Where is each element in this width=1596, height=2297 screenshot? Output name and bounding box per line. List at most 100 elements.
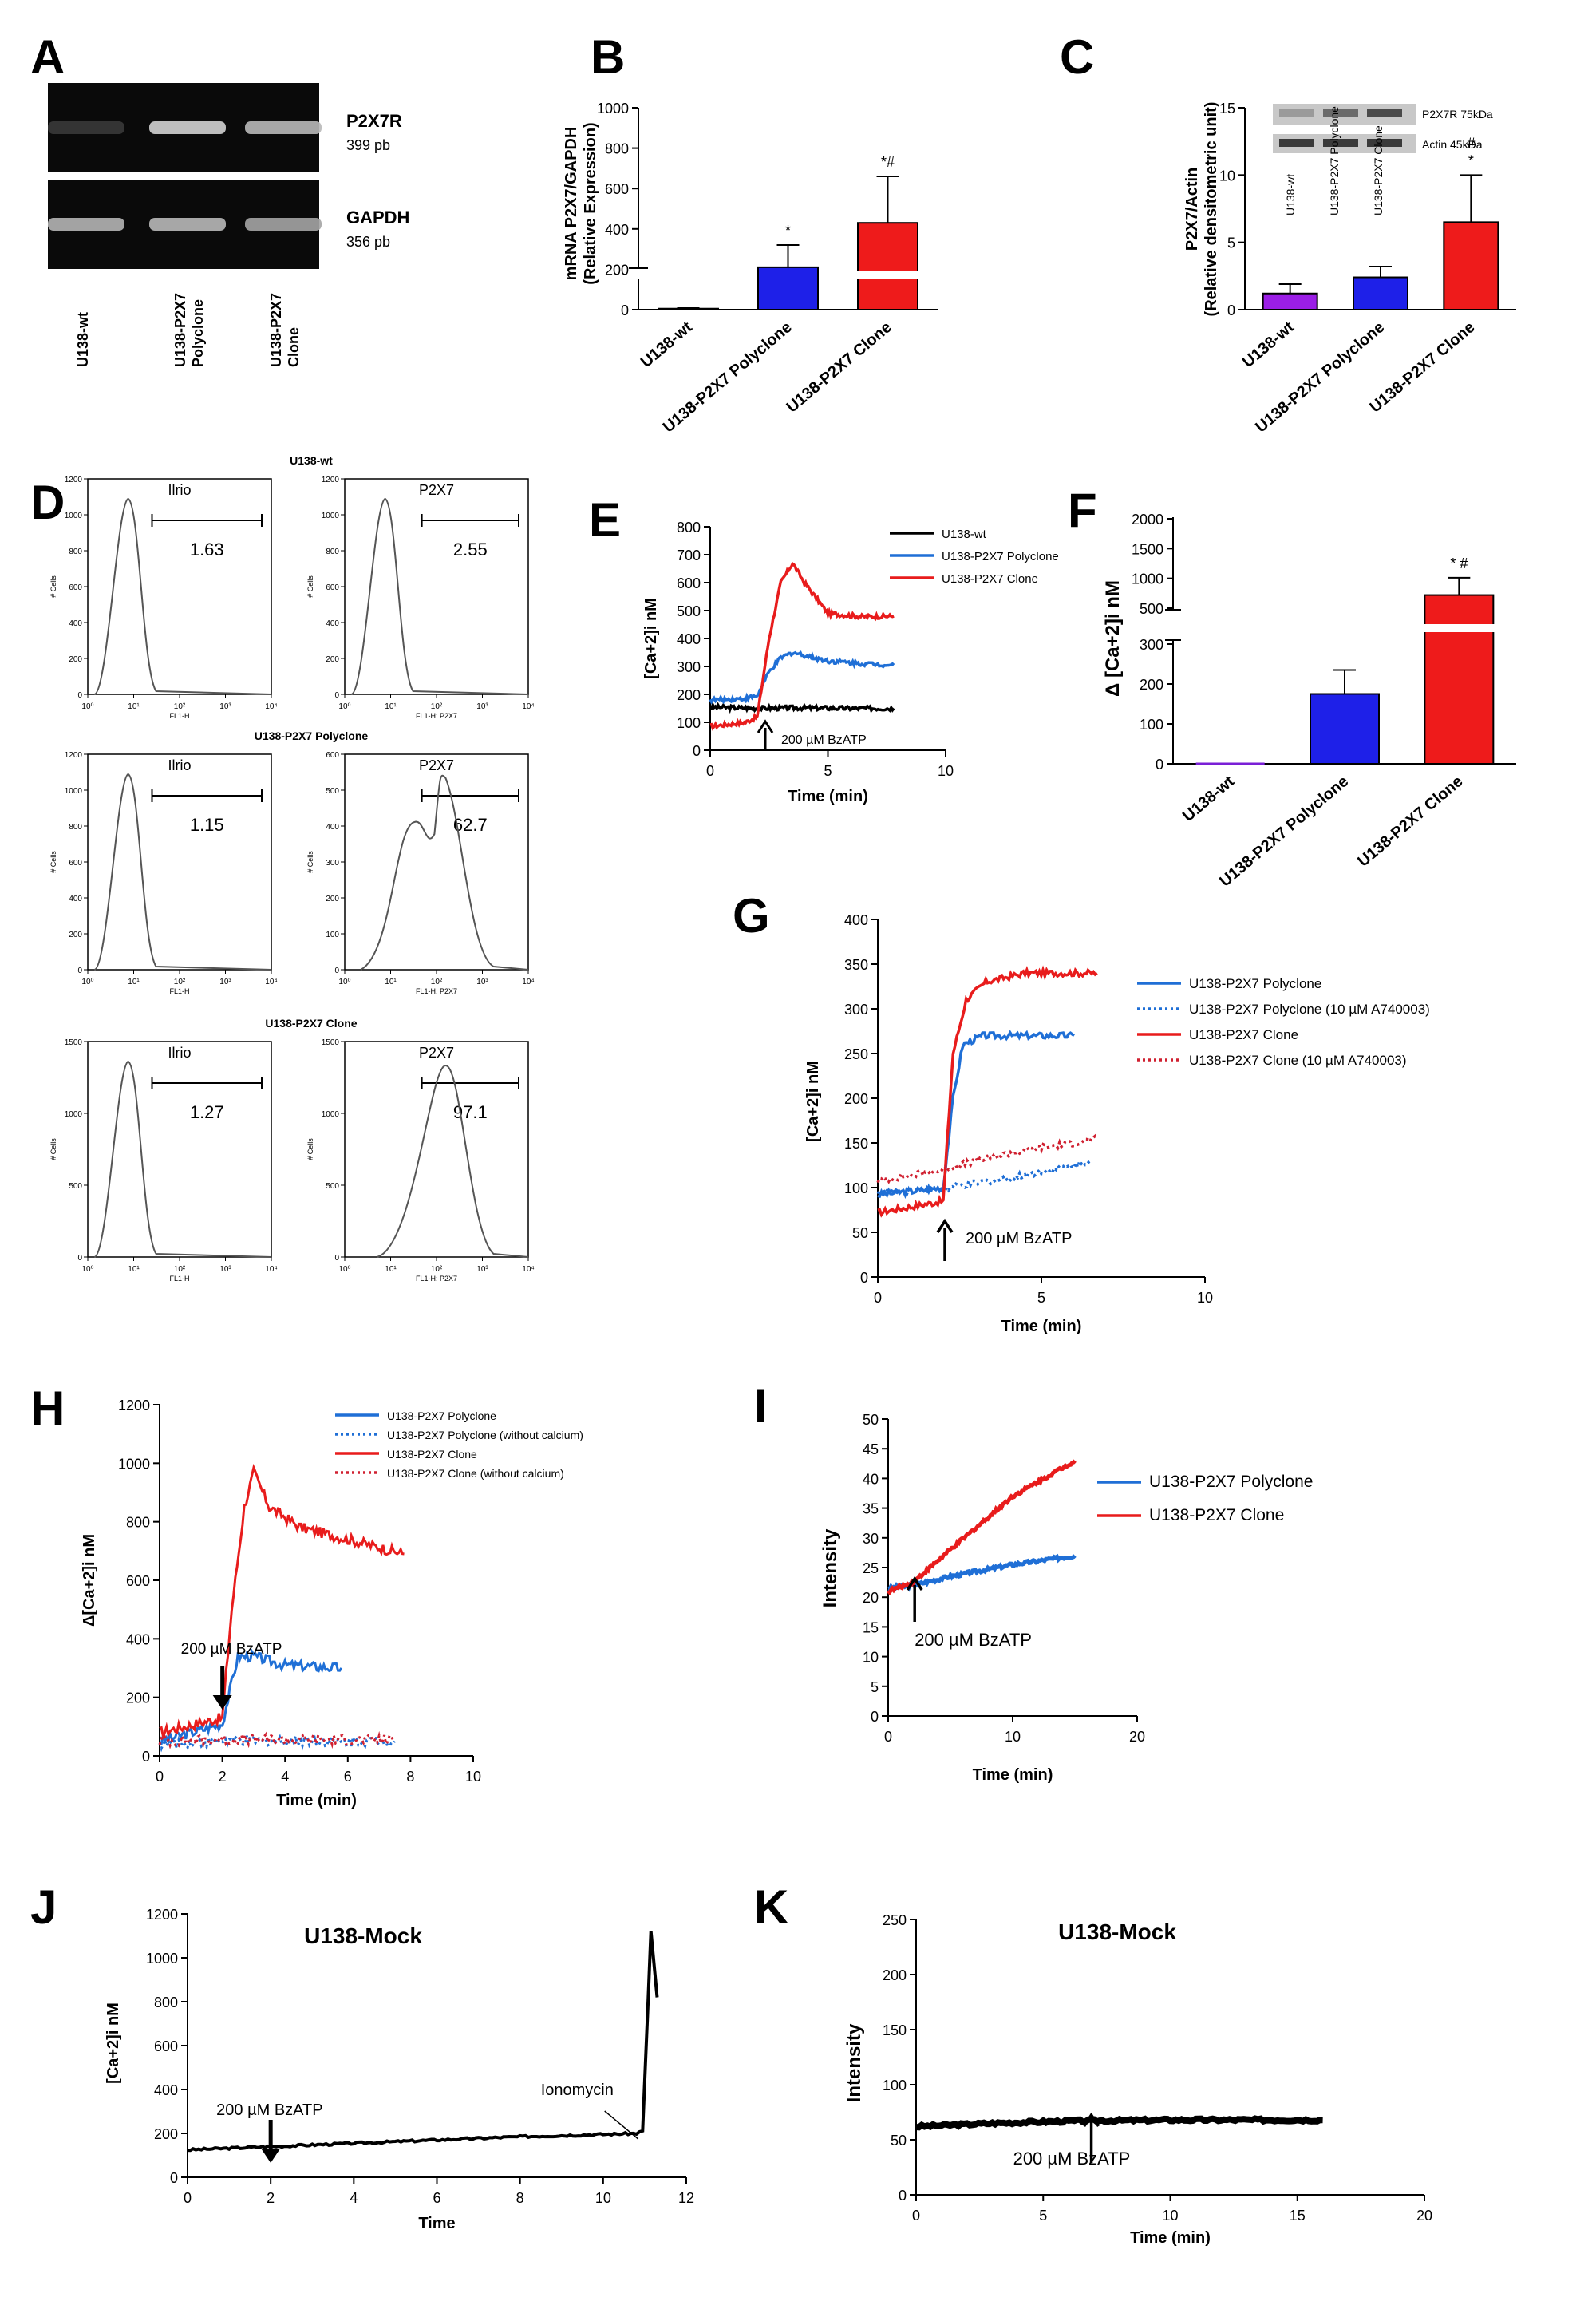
panel-d-x-tick-label: 10² (174, 1265, 186, 1274)
panel-d-x-tick-label: 10¹ (385, 702, 397, 711)
panel-d-histogram-curve (360, 774, 529, 971)
panel-i-x-label: Time (min) (973, 1766, 1053, 1784)
panel-c-bar (1353, 276, 1408, 310)
panel-d-x-tick-label: 10⁴ (522, 1265, 534, 1274)
panel-letter-k: K (754, 1880, 788, 1934)
panel-f-axis-break (1423, 624, 1495, 632)
panel-g-x-label: Time (min) (1001, 1318, 1082, 1335)
panel-i-arrow-head (906, 1575, 923, 1591)
panel-letter-a: A (30, 30, 65, 84)
panel-d-x-label: FL1-H: P2X7 (416, 712, 457, 720)
panel-i-y-tick-label: 30 (863, 1531, 879, 1547)
panel-h-legend-label: U138-P2X7 Polyclone (without calcium) (387, 1429, 583, 1441)
panel-b-y-tick-label: 1000 (597, 101, 629, 117)
panel-j-y-tick-label: 0 (170, 2170, 178, 2186)
panel-j-x-tick-label: 8 (516, 2190, 524, 2206)
panel-d-x-tick-label: 10⁰ (338, 702, 350, 711)
panel-c-y-label: P2X7/Actin (1183, 168, 1201, 251)
panel-d-histogram-curve (93, 773, 272, 971)
panel-d-x-tick-label: 10³ (219, 702, 231, 711)
panel-f-category-label: U138-P2X7 Polyclone (1216, 773, 1352, 891)
panel-f-category-label: U138-wt (1179, 773, 1238, 825)
panel-j-arrow-head (261, 2149, 281, 2163)
panel-e-legend-label: U138-P2X7 Polyclone (942, 550, 1059, 563)
panel-d-hist-label: P2X7 (419, 1045, 454, 1061)
panel-f-y-tick-label: 0 (1156, 757, 1163, 773)
panel-d-x-tick-label: 10⁰ (338, 1265, 350, 1274)
panel-d-histogram-curve (93, 1060, 272, 1258)
panel-k-y-tick-label: 0 (899, 2188, 907, 2204)
panel-i-y-tick-label: 35 (863, 1501, 879, 1517)
panel-e-y-tick-label: 0 (693, 743, 701, 759)
panel-d-x-tick-label: 10² (174, 978, 186, 986)
panel-d-y-tick-label: 200 (326, 895, 339, 903)
panel-d-y-tick-label: 200 (69, 931, 82, 939)
panel-i-y-tick-label: 0 (871, 1709, 879, 1725)
panel-d-gate-value: 1.63 (190, 540, 224, 559)
panel-f-y-tick-label: 1500 (1132, 541, 1163, 557)
panel-k-y-tick-label: 200 (883, 1967, 907, 1983)
panel-c-blot-band (1323, 109, 1358, 117)
panel-j-y-tick-label: 200 (154, 2126, 178, 2142)
panel-c-blot-label: Actin 45kDa (1422, 138, 1483, 151)
gel-lane-label: U138-P2X7 (172, 293, 188, 367)
panel-h-x-tick-label: 2 (219, 1769, 227, 1785)
panel-h-series-line (159, 1648, 343, 1745)
panel-e-x-tick-label: 5 (824, 763, 832, 779)
panel-d-y-tick-label: 1200 (322, 476, 340, 484)
panel-g-series-line (877, 1030, 1075, 1200)
panel-h-series-line (159, 1463, 405, 1741)
panel-j-x-tick-label: 2 (267, 2190, 275, 2206)
panel-g-y-tick-label: 0 (860, 1270, 868, 1286)
panel-f-category-label: U138-P2X7 Clone (1354, 773, 1466, 871)
panel-d-hist-label: P2X7 (419, 482, 454, 498)
panel-j-y-tick-label: 600 (154, 2038, 178, 2054)
panel-e-legend-label: U138-wt (942, 528, 987, 541)
panel-d-y-tick-label: 0 (334, 691, 339, 700)
panel-c-bar (1443, 221, 1499, 310)
panel-h-annotation: 200 µM BzATP (181, 1641, 282, 1658)
panel-d-x-tick-label: 10¹ (128, 702, 140, 711)
panel-e-x-label: Time (min) (788, 788, 868, 805)
panel-j-y-label: [Ca+2]i nM (105, 2002, 122, 2084)
panel-d-x-tick-label: 10² (431, 702, 443, 711)
panel-d-x-tick-label: 10⁰ (81, 978, 93, 986)
panel-c-blot-band (1367, 139, 1402, 147)
panel-letter-j: J (30, 1880, 57, 1934)
panel-e-series-line (709, 702, 895, 714)
panel-c-blot-label: P2X7R 75kDa (1422, 108, 1493, 121)
panel-b-significance-label: *# (881, 154, 895, 170)
panel-j-y-tick-label: 1200 (146, 1907, 178, 1923)
panel-letter-e: E (589, 493, 621, 547)
panel-g-legend-label: U138-P2X7 Clone (1189, 1027, 1298, 1042)
panel-f-y-tick-label: 1000 (1132, 571, 1163, 587)
panel-d-y-tick-label: 500 (326, 1182, 339, 1191)
panel-e-y-tick-label: 100 (677, 715, 701, 731)
panel-h-y-tick-label: 0 (142, 1749, 150, 1765)
panel-f-y-tick-label: 500 (1140, 601, 1163, 617)
panel-k-x-tick-label: 15 (1290, 2208, 1306, 2224)
panel-d-x-tick-label: 10⁴ (265, 978, 277, 986)
panel-b-y-label: mRNA P2X7/GAPDH (563, 127, 580, 281)
panel-g-y-tick-label: 350 (844, 957, 868, 973)
panel-d-x-tick-label: 10¹ (128, 978, 140, 986)
panel-b-bar (757, 266, 819, 310)
panel-d-gate-value: 2.55 (453, 540, 488, 559)
panel-h-legend-label: U138-P2X7 Polyclone (387, 1409, 496, 1422)
panel-d-y-tick-label: 400 (326, 619, 339, 628)
panel-h-y-tick-label: 200 (126, 1690, 150, 1706)
panel-d-x-tick-label: 10¹ (385, 978, 397, 986)
panel-d-y-tick-label: 400 (69, 619, 82, 628)
panel-k-x-label: Time (min) (1130, 2229, 1211, 2247)
panel-d-row-title: U138-P2X7 Clone (265, 1017, 357, 1030)
panel-d-y-tick-label: 600 (69, 583, 82, 592)
panel-d-x-tick-label: 10¹ (128, 1265, 140, 1274)
panel-g-y-tick-label: 200 (844, 1091, 868, 1107)
panel-d-x-tick-label: 10⁴ (522, 702, 534, 711)
panel-d-x-tick-label: 10³ (219, 1265, 231, 1274)
panel-j-y-tick-label: 800 (154, 1995, 178, 2010)
panel-c-blot-band (1367, 109, 1402, 117)
panel-d-row-title: U138-P2X7 Polyclone (255, 729, 369, 742)
panel-letter-g: G (733, 889, 770, 943)
panel-d-hist-label: Ilrio (168, 482, 191, 498)
